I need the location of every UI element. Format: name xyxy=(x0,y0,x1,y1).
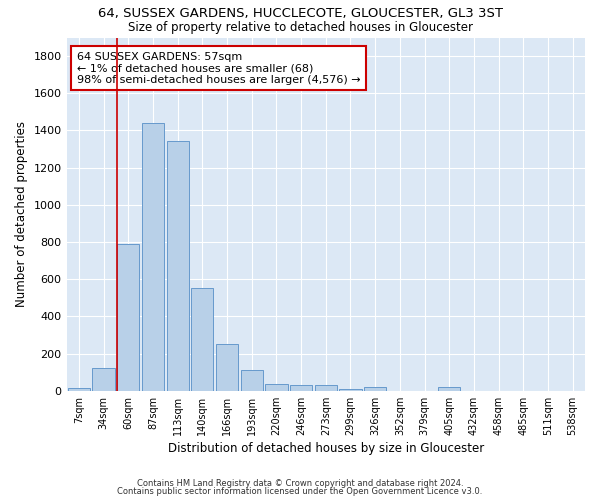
Bar xyxy=(167,140,189,391)
Bar xyxy=(68,388,90,391)
Bar xyxy=(290,385,312,391)
Bar xyxy=(92,368,115,391)
Bar xyxy=(438,387,460,391)
Bar xyxy=(265,384,287,391)
Text: 64 SUSSEX GARDENS: 57sqm
← 1% of detached houses are smaller (68)
98% of semi-de: 64 SUSSEX GARDENS: 57sqm ← 1% of detache… xyxy=(77,52,361,85)
Bar xyxy=(216,344,238,391)
Bar xyxy=(142,123,164,391)
Y-axis label: Number of detached properties: Number of detached properties xyxy=(15,121,28,307)
Bar xyxy=(117,244,139,391)
Text: Contains HM Land Registry data © Crown copyright and database right 2024.: Contains HM Land Registry data © Crown c… xyxy=(137,478,463,488)
Text: Contains public sector information licensed under the Open Government Licence v3: Contains public sector information licen… xyxy=(118,487,482,496)
Bar xyxy=(241,370,263,391)
X-axis label: Distribution of detached houses by size in Gloucester: Distribution of detached houses by size … xyxy=(167,442,484,455)
Bar xyxy=(340,389,362,391)
Text: Size of property relative to detached houses in Gloucester: Size of property relative to detached ho… xyxy=(128,21,473,34)
Text: 64, SUSSEX GARDENS, HUCCLECOTE, GLOUCESTER, GL3 3ST: 64, SUSSEX GARDENS, HUCCLECOTE, GLOUCEST… xyxy=(97,8,503,20)
Bar xyxy=(314,385,337,391)
Bar xyxy=(191,288,214,391)
Bar xyxy=(364,387,386,391)
